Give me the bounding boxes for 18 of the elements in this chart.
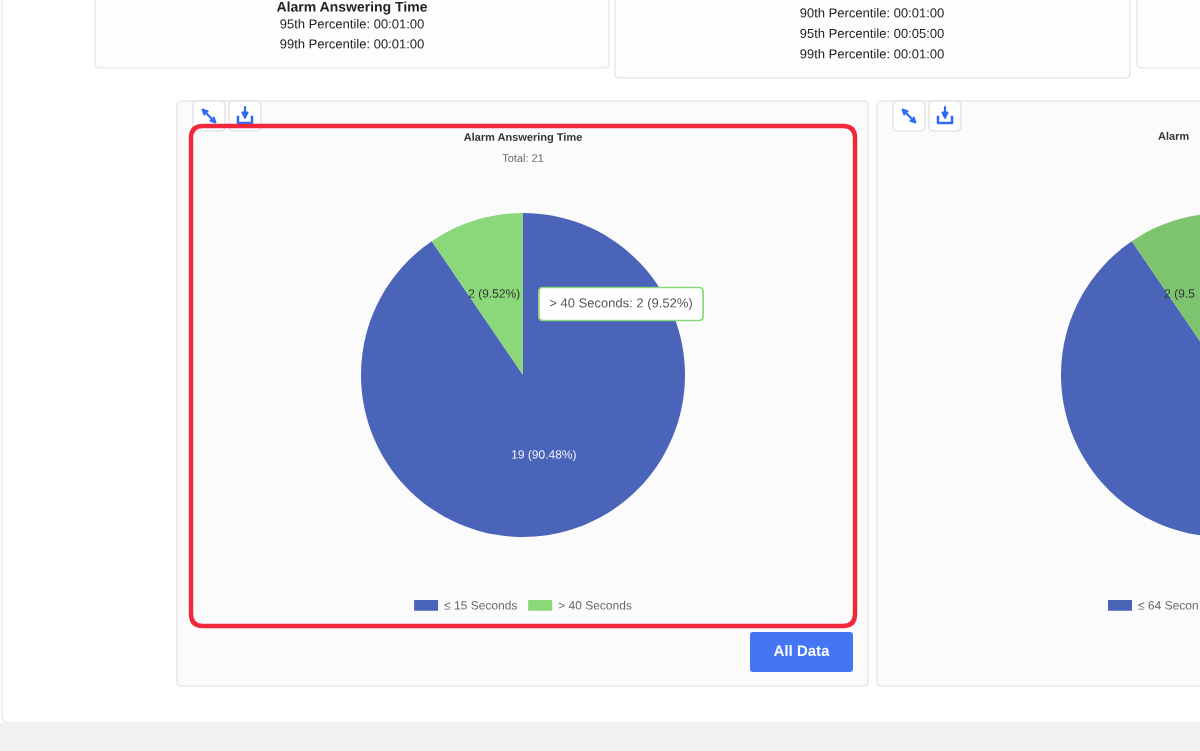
pie-slice bbox=[431, 213, 523, 375]
data-label: 2 (9.52%) bbox=[468, 288, 520, 301]
text: 99th Percentile: 00:01:00 bbox=[800, 48, 944, 59]
data-label: 19 (90.48%) bbox=[512, 449, 576, 462]
data-label: 2 (9.5 bbox=[1164, 288, 1195, 301]
text: Alarm Answering Time bbox=[276, 1, 427, 15]
chart-subtitle: Total: 21 bbox=[502, 153, 544, 162]
chart-title: Alarm bbox=[1158, 131, 1189, 140]
text: 95th Percentile: 00:05:00 bbox=[800, 28, 944, 38]
chart-title: Alarm Answering Time bbox=[463, 132, 582, 144]
text: > 40 Seconds: 2 (9.52%) bbox=[549, 297, 692, 311]
text: 95th Percentile: 00:01:00 bbox=[280, 18, 424, 29]
legend-label: > 40 Seconds bbox=[558, 600, 632, 610]
legend-label: ≤ 64 Secon bbox=[1138, 601, 1198, 610]
text: 90th Percentile: 00:01:00 bbox=[800, 7, 944, 18]
text: All Data bbox=[773, 645, 830, 657]
legend-label: ≤ 15 Seconds bbox=[444, 600, 517, 610]
text: 99th Percentile: 00:01:00 bbox=[280, 38, 424, 49]
